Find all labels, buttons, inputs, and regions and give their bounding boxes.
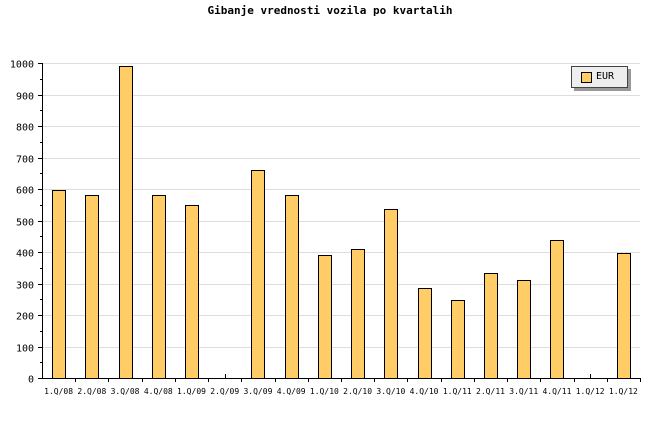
bar [119, 66, 133, 379]
bar [418, 288, 432, 379]
x-tick-label: 2.Q/08 [77, 387, 106, 396]
bar [251, 170, 265, 379]
y-tick-label: 900 [16, 92, 34, 103]
x-tick-label: 4.Q/10 [410, 387, 439, 396]
x-tick-label: 2.Q/11 [476, 387, 505, 396]
x-tick-label: 1.Q/11 [443, 387, 472, 396]
x-tick-label: 2.Q/09 [210, 387, 239, 396]
y-tick-label: 500 [16, 218, 34, 229]
bar [351, 249, 365, 379]
legend-swatch [581, 72, 592, 83]
y-tick-label: 200 [16, 312, 34, 323]
legend: EUR [571, 66, 628, 88]
bar [617, 253, 631, 379]
y-tick-label: 0 [28, 375, 34, 386]
bar [85, 195, 99, 379]
y-tick-label: 800 [16, 123, 34, 134]
x-tick-label: 3.Q/10 [376, 387, 405, 396]
x-tick-label: 1.Q/12 [576, 387, 605, 396]
x-tick-label: 4.Q/11 [542, 387, 571, 396]
x-tick-label: 4.Q/08 [144, 387, 173, 396]
y-tick-label: 700 [16, 155, 34, 166]
x-tick-label: 1.Q/12 [609, 387, 638, 396]
y-tick-label: 400 [16, 249, 34, 260]
legend-label: EUR [596, 71, 615, 82]
x-tick-label: 1.Q/08 [44, 387, 73, 396]
y-tick-label: 1000 [10, 60, 34, 71]
bar [318, 255, 332, 379]
chart-title: Gibanje vrednosti vozila po kvartalih [207, 4, 453, 17]
x-tick-label: 4.Q/09 [277, 387, 306, 396]
y-tick-label: 300 [16, 281, 34, 292]
x-tick-label: 3.Q/09 [243, 387, 272, 396]
bar [384, 209, 398, 379]
bar [185, 205, 199, 379]
bar [484, 273, 498, 379]
x-tick-label: 2.Q/10 [343, 387, 372, 396]
bar [517, 280, 531, 379]
x-tick-label: 1.Q/10 [310, 387, 339, 396]
bar [152, 195, 166, 379]
x-tick-label: 3.Q/11 [509, 387, 538, 396]
x-tick-label: 1.Q/09 [177, 387, 206, 396]
bar [451, 300, 465, 379]
bar [550, 240, 564, 379]
y-tick-label: 600 [16, 186, 34, 197]
bar [285, 195, 299, 379]
bar [52, 190, 66, 379]
y-tick-label: 100 [16, 344, 34, 355]
x-tick-label: 3.Q/08 [111, 387, 140, 396]
